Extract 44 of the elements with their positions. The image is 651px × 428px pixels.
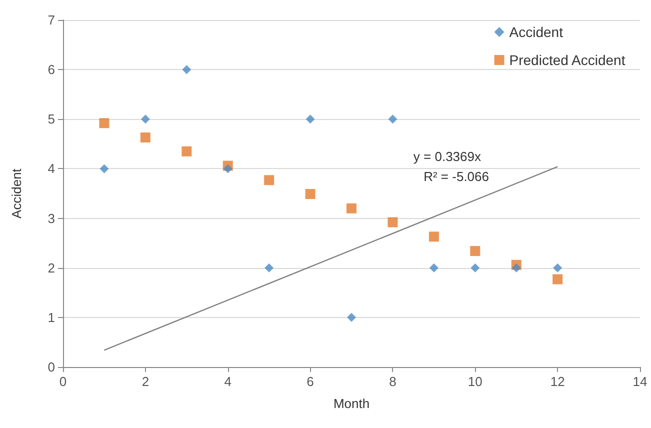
y-tick-label: 4 bbox=[48, 161, 55, 176]
point bbox=[512, 263, 521, 272]
legend-label: Predicted Accident bbox=[509, 52, 626, 68]
point bbox=[182, 146, 192, 156]
point bbox=[223, 164, 232, 174]
x-tick-label: 12 bbox=[550, 374, 565, 389]
point bbox=[264, 175, 274, 186]
x-tick-label: 10 bbox=[468, 374, 482, 389]
point bbox=[428, 232, 439, 242]
point bbox=[347, 312, 356, 322]
point bbox=[140, 114, 150, 124]
point bbox=[388, 217, 398, 228]
point bbox=[100, 164, 109, 174]
point bbox=[264, 263, 274, 272]
y-tick-label: 1 bbox=[48, 310, 55, 325]
y-axis-title: Accident bbox=[9, 168, 24, 218]
point bbox=[99, 118, 110, 128]
point bbox=[388, 114, 398, 124]
point bbox=[182, 65, 192, 74]
y-tick-label: 0 bbox=[48, 360, 55, 374]
x-axis-title: Month bbox=[333, 396, 370, 411]
x-tick-label: 8 bbox=[389, 374, 396, 389]
point bbox=[552, 274, 563, 284]
y-tick-label: 7 bbox=[48, 12, 55, 28]
point bbox=[470, 263, 480, 272]
point bbox=[306, 114, 315, 124]
y-tick-label: 2 bbox=[48, 260, 55, 276]
annotation: y = 0.3369x bbox=[413, 149, 482, 164]
point bbox=[346, 203, 356, 214]
point bbox=[140, 132, 150, 142]
y-tick-label: 6 bbox=[48, 62, 55, 78]
x-tick-label: 0 bbox=[59, 374, 67, 389]
point bbox=[305, 188, 316, 199]
x-tick-label: 4 bbox=[224, 374, 232, 389]
point bbox=[429, 263, 438, 272]
legend-label: Accident bbox=[509, 24, 564, 40]
point bbox=[470, 246, 480, 256]
x-tick-label: 14 bbox=[632, 374, 648, 389]
x-tick-label: 6 bbox=[306, 374, 314, 389]
annotation: R² = -5.066 bbox=[424, 169, 490, 184]
x-tick-label: 2 bbox=[142, 374, 150, 389]
y-tick-label: 3 bbox=[48, 210, 55, 226]
point bbox=[553, 263, 562, 272]
y-tick-label: 5 bbox=[48, 112, 55, 127]
